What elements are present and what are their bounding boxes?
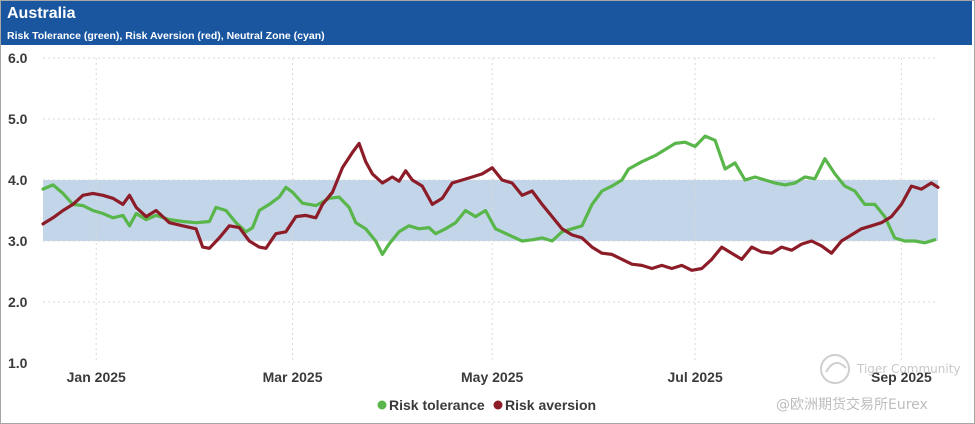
y-tick-label: 6.0 [8, 50, 28, 66]
legend-item-risk-aversion[interactable]: Risk aversion [493, 397, 597, 413]
x-tick-label: Sep 2025 [871, 369, 932, 385]
neutral-zone-band [43, 180, 938, 241]
legend-marker-risk-aversion [493, 400, 503, 410]
gridlines [43, 57, 938, 363]
x-tick-label: Mar 2025 [263, 369, 323, 385]
y-tick-label: 2.0 [8, 294, 28, 310]
watermark-line-2: @欧洲期货交易所Eurex [776, 396, 928, 413]
y-tick-label: 4.0 [8, 172, 28, 188]
legend-marker-risk-tolerance [377, 400, 387, 410]
y-tick-label: 3.0 [8, 233, 28, 249]
legend-label-risk-tolerance: Risk tolerance [389, 397, 485, 413]
x-tick-label: Jul 2025 [667, 369, 722, 385]
legend-item-risk-tolerance[interactable]: Risk tolerance [377, 397, 485, 413]
x-axis-ticks: Jan 2025 Mar 2025 May 2025 Jul 2025 Sep 2025 [67, 369, 932, 385]
tiger-logo-icon [820, 354, 850, 384]
y-tick-label: 1.0 [8, 355, 28, 371]
legend-label-risk-aversion: Risk aversion [505, 397, 596, 413]
legend: Risk tolerance Risk aversion [377, 397, 597, 413]
series-lines [41, 134, 940, 272]
watermark: Tiger Community @欧洲期货交易所Eurex [776, 354, 961, 413]
x-tick-label: May 2025 [461, 369, 523, 385]
chart-header: Australia Risk Tolerance (green), Risk A… [1, 1, 972, 45]
series-line-risk-tolerance [41, 134, 937, 256]
y-axis-ticks: 1.0 2.0 3.0 4.0 5.0 6.0 [8, 50, 28, 371]
y-tick-label: 5.0 [8, 111, 28, 127]
chart-title: Australia [7, 5, 76, 22]
series-line-risk-aversion [41, 141, 940, 272]
watermark-line-1: Tiger Community [856, 362, 961, 376]
x-tick-label: Jan 2025 [67, 369, 126, 385]
chart-subtitle: Risk Tolerance (green), Risk Aversion (r… [7, 30, 325, 42]
neutral-zone-layer [43, 180, 938, 241]
